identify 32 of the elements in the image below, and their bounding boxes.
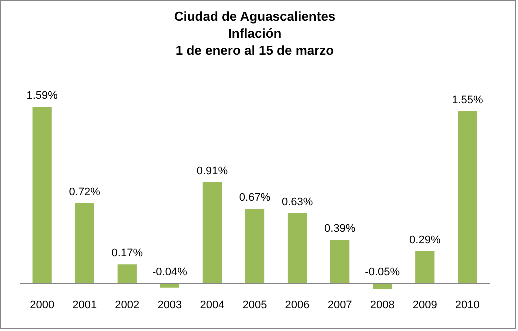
bar (202, 182, 222, 284)
x-tick-label: 2001 (72, 300, 98, 312)
data-label: 0.17% (112, 248, 144, 260)
bar (245, 209, 265, 284)
bar (75, 204, 94, 284)
data-label: 0.67% (239, 192, 271, 204)
x-tick-label: 2009 (412, 300, 438, 312)
x-tick-label: 2007 (328, 300, 352, 312)
x-tick-label: 2010 (455, 300, 480, 312)
x-tick-label: 2004 (200, 300, 225, 312)
x-tick-label: 2000 (30, 300, 55, 312)
bar (416, 251, 435, 284)
x-tick-label: 2002 (115, 300, 140, 312)
bar (288, 214, 308, 284)
data-label: 0.72% (69, 186, 101, 199)
bar (458, 111, 478, 284)
data-label: 0.63% (282, 196, 314, 209)
x-tick-label: 2006 (285, 300, 310, 312)
data-label: 0.29% (410, 234, 441, 246)
chart-title: Ciudad de Aguascalientes Inflación 1 de enero al 15 de marzo (174, 9, 336, 58)
data-label: -0.04% (152, 266, 188, 278)
x-tick-label: 2005 (242, 300, 268, 312)
bar (330, 240, 350, 284)
data-label: -0.05% (365, 266, 400, 278)
bar (32, 107, 52, 284)
data-label: 1.59% (26, 90, 58, 102)
data-label: 0.91% (196, 165, 228, 178)
bar (118, 264, 137, 284)
x-tick-label: 2008 (370, 300, 395, 312)
data-label: 0.39% (324, 223, 356, 236)
x-tick-label: 2003 (158, 300, 182, 312)
data-label: 1.55% (452, 94, 484, 106)
